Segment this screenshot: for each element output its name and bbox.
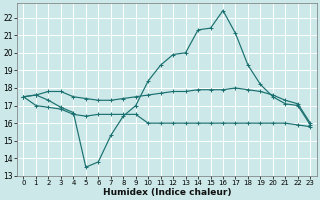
X-axis label: Humidex (Indice chaleur): Humidex (Indice chaleur) <box>103 188 231 197</box>
